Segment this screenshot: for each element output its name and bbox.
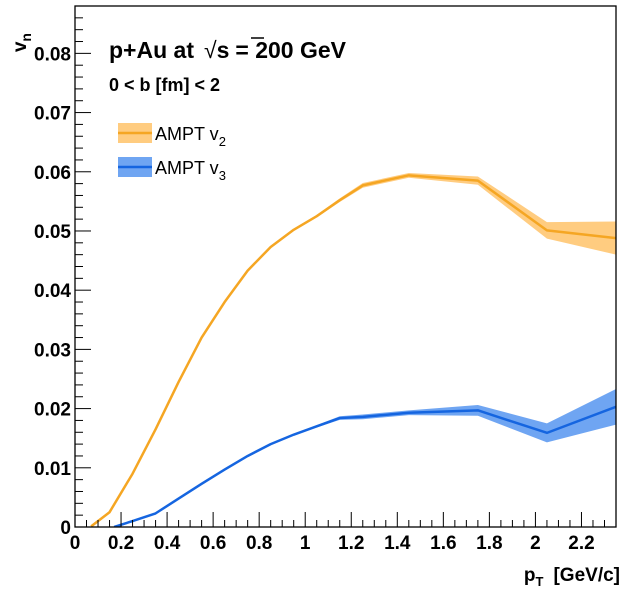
y-tick-label: 0.03: [34, 340, 71, 361]
annotation-system-prefix: p+Au at: [109, 37, 194, 63]
legend-label-v2-sub: 2: [219, 134, 226, 149]
x-tick-label: 1.6: [430, 533, 456, 554]
y-tick-label: 0.07: [34, 104, 71, 125]
annotation-collision-system: p+Au at √s = 200 GeV: [109, 37, 347, 63]
y-axis: 0 0.01 0.02 0.03 0.04 0.05 0.06 0.07 0.08: [34, 5, 91, 539]
annotation-energy: = 200 GeV: [235, 37, 346, 63]
legend-label-v3-main: AMPT v: [155, 158, 219, 178]
error-bands: [91, 172, 616, 527]
legend: AMPT v2 AMPT v3: [118, 123, 226, 183]
legend-label-v3-sub: 3: [219, 168, 226, 183]
y-tick-label: 0: [60, 518, 71, 539]
y-tick-label: 0.05: [34, 222, 71, 243]
x-tick-label: 1.8: [476, 533, 502, 554]
x-tick-label: 1.4: [384, 533, 411, 554]
x-tick-label: 0.8: [246, 533, 272, 554]
x-tick-label: 2.2: [568, 533, 594, 554]
x-tick-label: 1: [300, 533, 311, 554]
error-band-2: [91, 172, 616, 527]
x-tick-label: 2: [530, 533, 541, 554]
y-tick-label: 0.06: [34, 163, 71, 184]
x-axis-title: pT [GeV/c]: [524, 565, 620, 589]
series-line-3: [113, 405, 616, 527]
y-axis-title: vn: [10, 33, 34, 52]
series-lines: [90, 174, 616, 527]
annotation-centrality: 0 < b [fm] < 2: [109, 75, 220, 95]
y-tick-label: 0.08: [34, 44, 71, 65]
error-band-3: [114, 389, 616, 527]
x-axis: 0 0.2 0.4 0.6 0.8 1 1.2 1.4 1.6 1.8 2 2.2: [70, 512, 617, 554]
x-tick-label: 0.4: [154, 533, 181, 554]
legend-label-v2: AMPT v2: [155, 124, 226, 149]
x-tick-label: 0.6: [200, 533, 226, 554]
y-tick-label: 0.04: [34, 281, 71, 302]
y-tick-label: 0.01: [34, 459, 71, 480]
y-axis-title-sub: n: [18, 33, 34, 42]
annotation-sqrt-arg: s: [217, 37, 230, 63]
x-axis-title-sub: T: [536, 574, 544, 589]
x-tick-label: 0.2: [108, 533, 134, 554]
y-tick-label: 0.02: [34, 400, 71, 421]
annotation-sqrt-symbol: √: [204, 37, 217, 63]
legend-label-v2-main: AMPT v: [155, 124, 219, 144]
x-axis-title-unit: [GeV/c]: [553, 565, 620, 586]
y-axis-title-main: v: [10, 41, 31, 52]
x-axis-title-main: p: [524, 565, 536, 586]
svg-text:p+Au at√s= 200 GeV: p+Au at √s = 200 GeV: [109, 37, 347, 63]
x-tick-label: 1.2: [338, 533, 364, 554]
series-line-2: [90, 174, 616, 527]
x-tick-label: 0: [70, 533, 81, 554]
legend-label-v3: AMPT v3: [155, 158, 226, 183]
